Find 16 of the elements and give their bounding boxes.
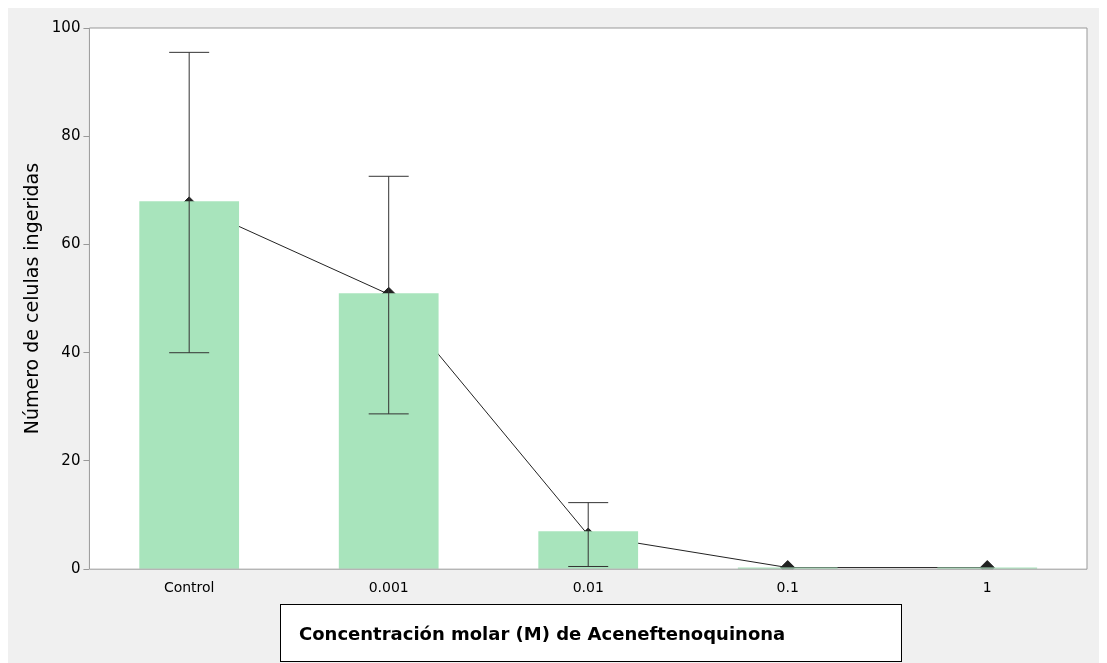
bar [338, 293, 439, 569]
y-axis-title: Número de celulas ingeridas [20, 162, 43, 435]
y-tick-label: 80 [61, 126, 81, 145]
y-tick-label: 60 [61, 234, 81, 253]
x-tick-label: 0.1 [776, 579, 799, 596]
y-tick-label: 20 [61, 450, 81, 469]
y-tick-label: 100 [51, 17, 81, 36]
bar [538, 531, 639, 569]
x-tick-label: 0.01 [572, 579, 604, 596]
x-axis-title: Concentración molar (M) de Aceneftenoquinona [280, 604, 902, 662]
x-tick-label: 1 [982, 579, 992, 596]
x-tick-label: Control [163, 579, 215, 596]
y-tick-label: 40 [61, 342, 81, 361]
bar [139, 201, 240, 569]
y-tick-label: 0 [70, 559, 81, 578]
x-tick-label: 0.001 [368, 579, 409, 596]
